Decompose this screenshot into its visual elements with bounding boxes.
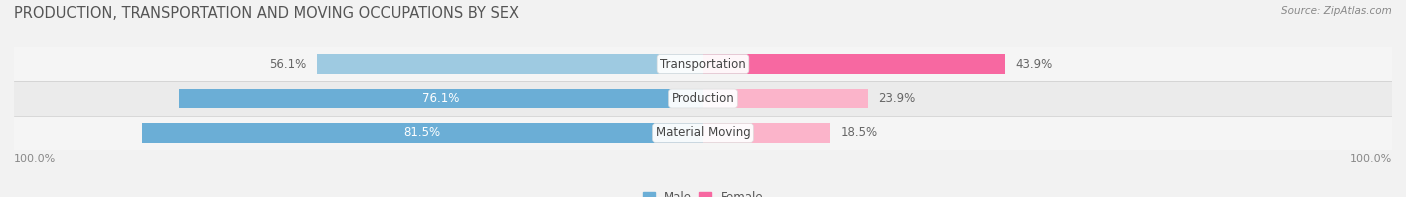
- Bar: [142, 123, 703, 143]
- Text: Material Moving: Material Moving: [655, 126, 751, 139]
- Bar: [703, 54, 1005, 74]
- Bar: [316, 54, 703, 74]
- Text: 18.5%: 18.5%: [841, 126, 877, 139]
- Bar: [179, 88, 703, 109]
- Bar: [14, 47, 1392, 81]
- Text: 76.1%: 76.1%: [422, 92, 460, 105]
- Bar: [703, 88, 868, 109]
- Text: Source: ZipAtlas.com: Source: ZipAtlas.com: [1281, 6, 1392, 16]
- Legend: Male, Female: Male, Female: [638, 186, 768, 197]
- Text: Transportation: Transportation: [661, 58, 745, 71]
- Text: 100.0%: 100.0%: [1350, 154, 1392, 164]
- Text: Production: Production: [672, 92, 734, 105]
- Text: 100.0%: 100.0%: [14, 154, 56, 164]
- Text: 43.9%: 43.9%: [1015, 58, 1053, 71]
- Text: 81.5%: 81.5%: [404, 126, 441, 139]
- Text: 56.1%: 56.1%: [269, 58, 307, 71]
- Bar: [14, 81, 1392, 116]
- Text: PRODUCTION, TRANSPORTATION AND MOVING OCCUPATIONS BY SEX: PRODUCTION, TRANSPORTATION AND MOVING OC…: [14, 6, 519, 21]
- Bar: [14, 116, 1392, 150]
- Bar: [703, 123, 831, 143]
- Text: 23.9%: 23.9%: [877, 92, 915, 105]
